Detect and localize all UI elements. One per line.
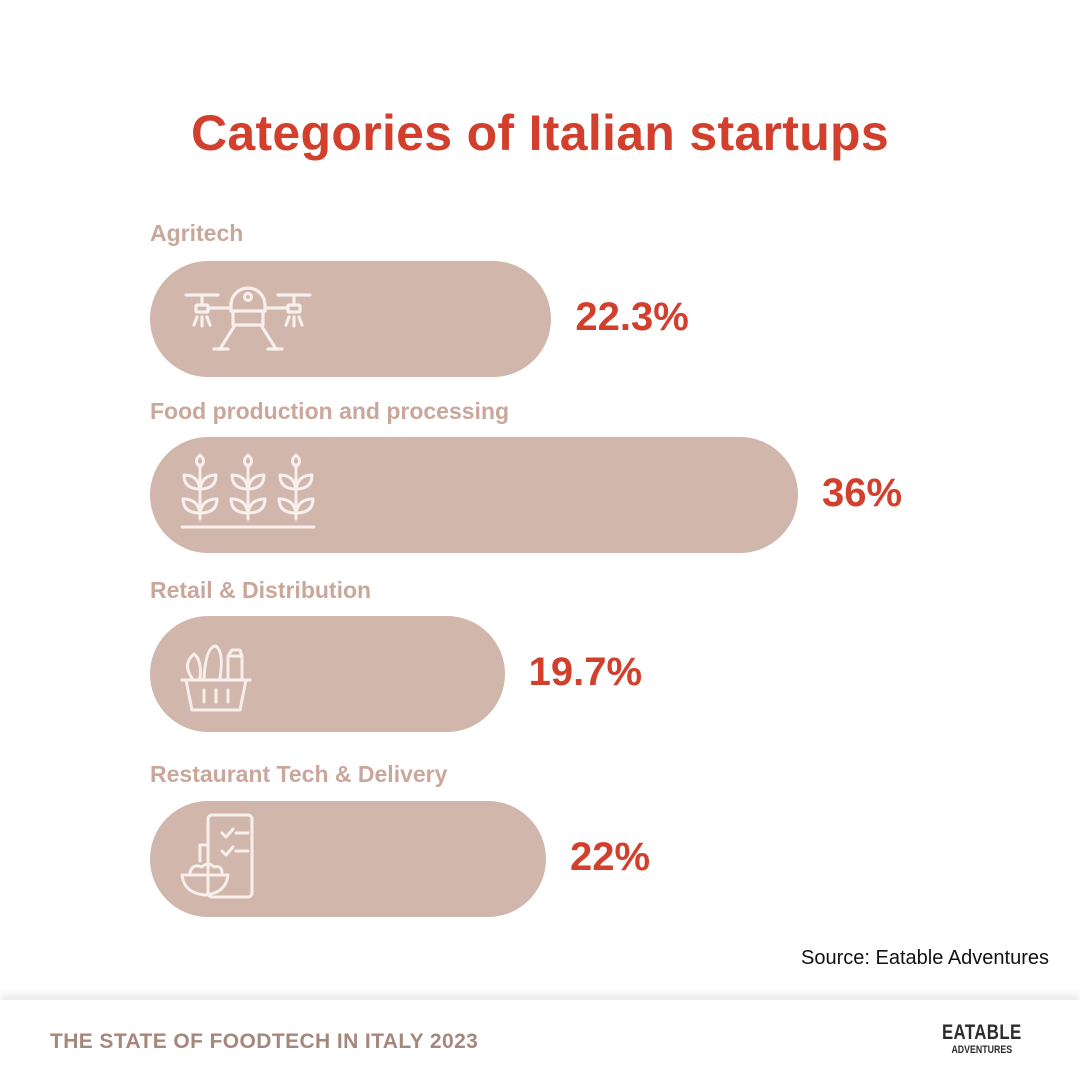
value-label-retail-and-distribution: 19.7% — [528, 650, 643, 694]
eatable-adventures-logo: EATABLE ADVENTURES — [932, 1022, 1032, 1056]
bar-retail-and-distribution — [150, 616, 505, 732]
grocery-basket-icon — [178, 638, 318, 712]
bar-restaurant-tech-and-delivery — [150, 801, 546, 917]
bar-chart: Agritech 22.3% Food production and process… — [150, 220, 903, 917]
value-label-agritech: 22.3% — [575, 295, 689, 339]
phone-order-icon — [178, 813, 318, 899]
footer-title: THE STATE OF FOODTECH IN ITALY 2023 — [50, 1030, 479, 1053]
logo-text-bottom: ADVENTURES — [951, 1044, 1013, 1056]
bar-food-production-and-processing — [150, 437, 798, 553]
bar-agritech — [150, 261, 552, 377]
logo-text-top: EATABLE — [942, 1021, 1023, 1044]
value-label-restaurant-tech-and-delivery: 22% — [570, 835, 651, 879]
drone-icon — [178, 283, 318, 355]
crops-icon — [178, 453, 318, 531]
source-note: Source: Eatable Adventures — [801, 947, 1049, 969]
category-label-retail-and-distribution: Retail & Distribution — [150, 577, 372, 603]
footer: THE STATE OF FOODTECH IN ITALY 2023 EATA… — [0, 1000, 1080, 1080]
category-label-restaurant-tech-and-delivery: Restaurant Tech & Delivery — [150, 761, 448, 787]
category-label-agritech: Agritech — [150, 220, 244, 246]
chart-title: Categories of Italian startups — [190, 105, 890, 161]
value-label-food-production-and-processing: 36% — [822, 471, 903, 515]
category-label-food-production-and-processing: Food production and processing — [150, 398, 510, 424]
